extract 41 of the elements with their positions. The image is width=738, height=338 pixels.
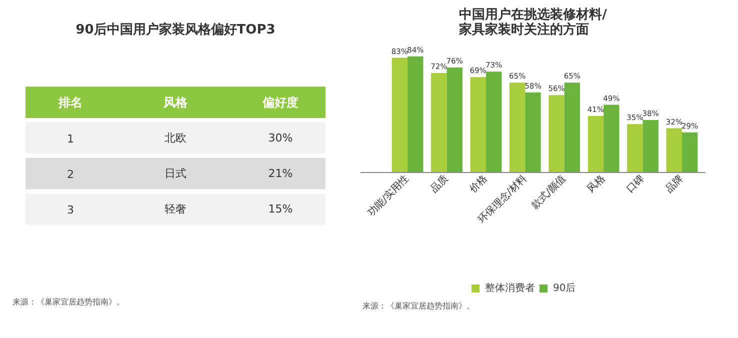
chart-title: 中国用户在挑选装修材料/ 家具家装时关注的方面 xyxy=(458,6,608,38)
bar xyxy=(431,73,447,172)
x-tick-label: 风格 xyxy=(584,172,608,196)
legend-label: 90后 xyxy=(553,282,576,295)
text: 日式 xyxy=(164,167,186,180)
source-note: 来源：《巢家宜居趋势指南》。 xyxy=(12,297,124,306)
x-tick-label: 款式/颜值 xyxy=(529,172,568,212)
x-tick-label: 品牌 xyxy=(663,172,686,196)
text: 3 xyxy=(67,204,74,217)
x-tick-label: 口碑 xyxy=(624,172,647,196)
text: 1 xyxy=(67,132,74,146)
text: 排名 xyxy=(58,95,82,110)
bar xyxy=(666,128,682,172)
bar xyxy=(642,120,658,172)
text: 30% xyxy=(268,131,293,144)
bar xyxy=(604,104,620,172)
bar xyxy=(525,92,541,172)
text: 偏好度 xyxy=(262,95,298,110)
bar xyxy=(588,116,604,172)
bar xyxy=(548,95,564,172)
x-tick-label: 价格 xyxy=(466,172,490,196)
source-note: 来源：《巢家宜居趋势指南》。 xyxy=(362,301,474,310)
bar xyxy=(408,56,424,172)
bar xyxy=(627,124,643,172)
text: 风格 xyxy=(162,95,188,110)
text: 北欧 xyxy=(164,131,186,144)
text: 2 xyxy=(67,168,74,182)
text: 90后中国用户家装风格偏好TOP3 xyxy=(76,22,276,38)
bar xyxy=(564,82,580,172)
bar xyxy=(470,77,486,172)
bar xyxy=(486,72,502,172)
bar xyxy=(682,132,698,172)
text: 轻奢 xyxy=(164,202,186,216)
bar xyxy=(392,58,408,172)
text: 21% xyxy=(268,167,293,180)
x-tick-label: 品质 xyxy=(428,172,451,196)
x-tick-label: 功能/实用性 xyxy=(365,172,412,219)
bar xyxy=(446,67,462,172)
text: 15% xyxy=(268,202,293,216)
legend-label: 整体消费者 xyxy=(485,282,535,295)
bar xyxy=(509,82,526,172)
